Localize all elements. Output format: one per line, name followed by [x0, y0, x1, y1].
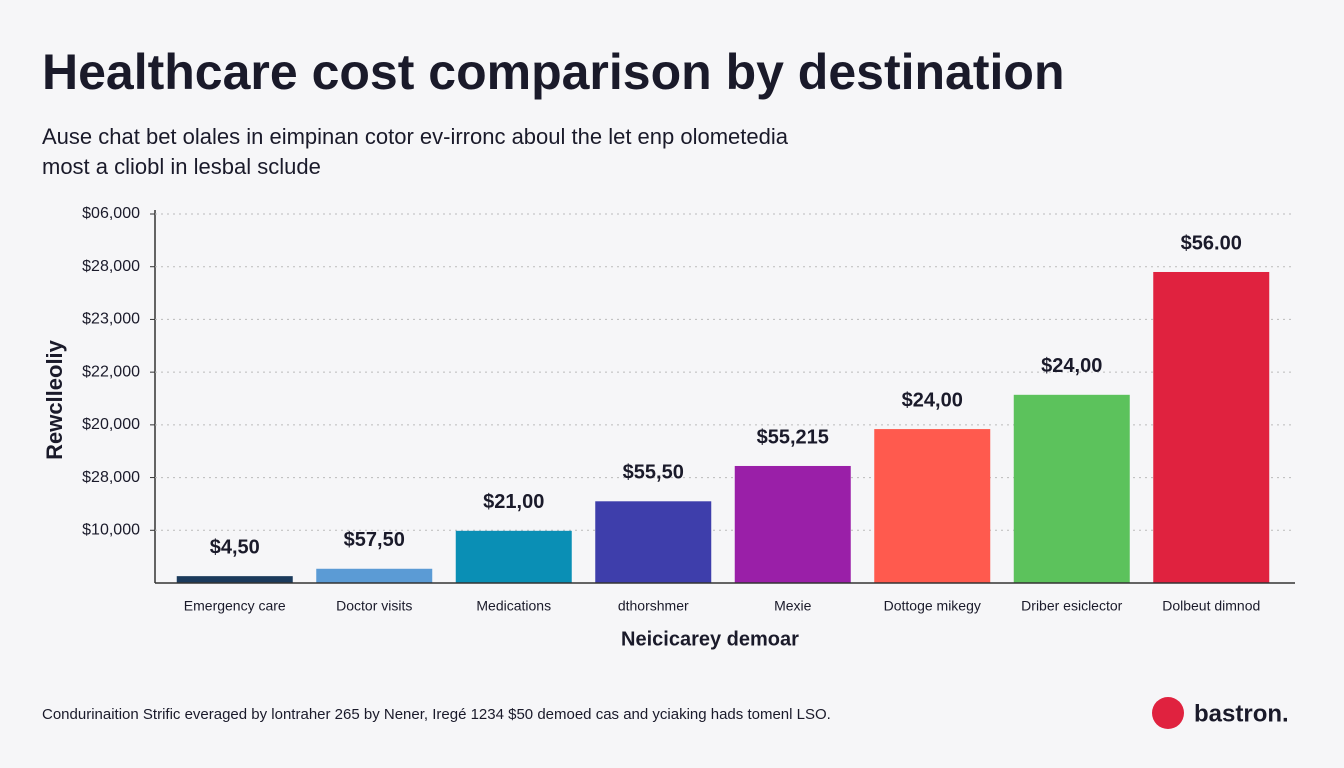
x-tick-label: Mexie	[774, 598, 812, 614]
subtitle: most a cliobl in lesbal sclude	[42, 154, 321, 179]
y-tick-label: $06,000	[82, 205, 140, 222]
y-tick-label: $10,000	[82, 522, 140, 539]
bar	[1153, 271, 1270, 583]
value-label: $24,00	[1041, 355, 1102, 377]
y-tick-label: $20,000	[82, 416, 140, 433]
x-tick-label: Doctor visits	[336, 598, 412, 614]
x-tick-label: Medications	[476, 598, 551, 614]
bar	[455, 530, 572, 583]
logo-icon	[1152, 697, 1184, 729]
y-axis-title: Rewclleoliy	[42, 339, 67, 460]
bar	[874, 429, 991, 583]
value-label: $55,50	[623, 462, 684, 484]
footnote: Condurinaition Strific everaged by lontr…	[42, 706, 831, 723]
x-tick-label: Emergency care	[184, 598, 286, 614]
bar	[176, 576, 293, 583]
y-tick-label: $22,000	[82, 363, 140, 380]
y-tick-label: $23,000	[82, 311, 140, 328]
bar	[316, 568, 433, 583]
value-label: $21,00	[483, 491, 544, 513]
bar	[1013, 394, 1130, 583]
subtitle: Ause chat bet olales in eimpinan cotor e…	[42, 124, 789, 149]
bar	[595, 501, 712, 583]
x-tick-label: Dottoge mikegy	[884, 598, 981, 614]
x-tick-label: Driber esiclector	[1021, 598, 1122, 614]
x-tick-label: dthorshmer	[618, 598, 689, 614]
logo: bastron.	[1194, 700, 1289, 727]
x-tick-label: Dolbeut dimnod	[1162, 598, 1260, 614]
chart-title: Healthcare cost comparison by destinatio…	[42, 44, 1065, 100]
y-tick-label: $28,000	[82, 258, 140, 275]
y-tick-label: $28,000	[82, 469, 140, 486]
value-label: $24,00	[902, 389, 963, 411]
x-axis-title: Neicicarey demoar	[621, 628, 799, 650]
value-label: $57,50	[344, 529, 405, 551]
bar	[734, 465, 851, 583]
value-label: $4,50	[210, 536, 260, 558]
value-label: $56.00	[1181, 232, 1242, 254]
value-label: $55,215	[757, 426, 829, 448]
